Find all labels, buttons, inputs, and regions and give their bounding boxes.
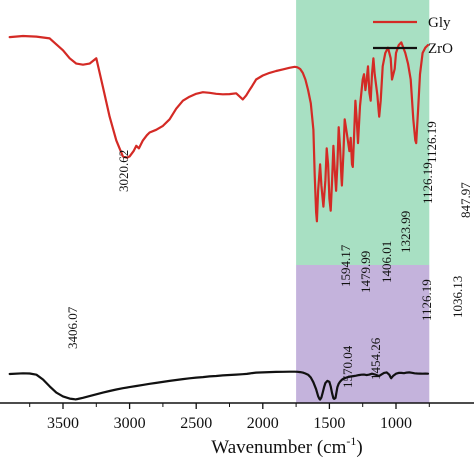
highlight-bands bbox=[296, 0, 430, 403]
spectra-curves bbox=[8, 34, 430, 401]
peak-label-gly: 1126.19 bbox=[420, 162, 435, 204]
peak-label-gly: 3020.62 bbox=[116, 150, 131, 192]
peak-label-gly: 847.97 bbox=[458, 182, 473, 218]
x-tick-label: 1500 bbox=[313, 415, 345, 432]
x-tick-label: 2000 bbox=[247, 415, 279, 432]
legend-label-gly: Gly bbox=[428, 15, 451, 31]
highlight-band-gly bbox=[296, 0, 430, 265]
legend: Gly ZrO bbox=[373, 15, 453, 57]
x-tick-label: 1000 bbox=[380, 415, 412, 432]
x-axis-ticks: 3500 3000 2500 2000 1500 1000 bbox=[29, 403, 430, 432]
x-tick-label: 3500 bbox=[47, 415, 79, 432]
series-line-gly bbox=[8, 34, 430, 223]
peak-label-gly: 1126.19 bbox=[424, 121, 439, 163]
peak-label-zro: 1126.19 bbox=[419, 279, 434, 321]
peak-label-zro: 1454.26 bbox=[368, 337, 383, 380]
peak-label-gly: 1479.99 bbox=[358, 251, 373, 293]
x-axis-title: Wavenumber (cm-1) bbox=[211, 434, 362, 458]
series-line-zro bbox=[8, 370, 430, 401]
x-tick-label: 2500 bbox=[180, 415, 212, 432]
peak-labels: 3020.62 1594.17 1479.99 1406.01 1323.99 1126.… bbox=[65, 121, 473, 388]
peak-label-zro: 1570.04 bbox=[340, 345, 355, 388]
x-tick-label: 3000 bbox=[114, 415, 146, 432]
peak-label-zro: 3406.07 bbox=[65, 306, 80, 349]
peak-label-gly: 1323.99 bbox=[398, 211, 413, 253]
peak-label-gly: 1406.01 bbox=[379, 241, 394, 283]
highlight-band-zro bbox=[296, 265, 430, 403]
legend-label-zro: ZrO bbox=[428, 41, 453, 57]
peak-label-zro: 1036.13 bbox=[450, 276, 465, 318]
peak-label-gly: 1594.17 bbox=[338, 244, 353, 287]
